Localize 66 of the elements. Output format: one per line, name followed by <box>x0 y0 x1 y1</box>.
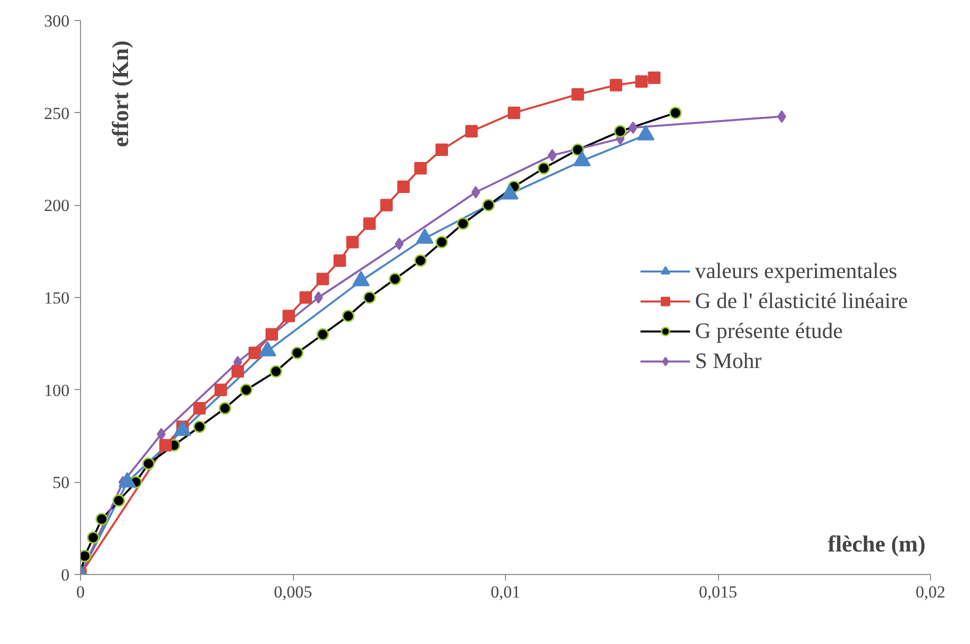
y-tick-label: 200 <box>44 196 70 216</box>
x-tick-label: 0,01 <box>490 582 520 602</box>
point <box>777 110 786 123</box>
x-tick-label: 0,015 <box>698 582 738 602</box>
y-tick-label: 50 <box>52 473 70 492</box>
point <box>414 162 427 174</box>
point <box>346 236 359 248</box>
point <box>508 106 520 120</box>
point <box>218 402 232 415</box>
point <box>414 254 427 267</box>
point <box>291 346 304 360</box>
point <box>538 162 550 174</box>
point <box>270 365 282 378</box>
x-axis-title: flèche (m) <box>828 532 926 556</box>
point <box>342 310 354 322</box>
x-tick-label: 0,005 <box>274 582 312 602</box>
point <box>363 291 376 304</box>
point <box>156 428 166 440</box>
point <box>282 310 295 322</box>
point <box>232 365 244 378</box>
point <box>482 198 495 212</box>
y-tick-label: 0 <box>61 566 70 584</box>
point <box>635 75 648 88</box>
y-tick-label: 100 <box>44 380 70 400</box>
point <box>334 254 346 267</box>
point <box>112 494 125 507</box>
y-tick-label: 250 <box>44 104 70 123</box>
point <box>214 384 227 396</box>
legend-label: G présente étude <box>695 318 843 344</box>
point <box>380 198 393 212</box>
legend-label: S Mohr <box>695 348 762 374</box>
point <box>436 144 448 156</box>
point <box>436 236 448 248</box>
y-axis-title: effort (Kn) <box>108 40 133 148</box>
x-tick-label: 0,02 <box>916 582 946 602</box>
point <box>316 272 329 286</box>
point <box>159 438 172 452</box>
point <box>669 106 682 120</box>
point <box>465 125 478 138</box>
point <box>193 402 206 415</box>
point <box>87 531 100 544</box>
point <box>572 88 584 101</box>
point <box>388 272 402 286</box>
point <box>471 186 480 198</box>
point <box>266 328 278 341</box>
legend-label: G de l' élasticité linéaire <box>695 288 908 314</box>
point <box>300 291 312 304</box>
legend-label: valeurs experimentales <box>695 258 898 284</box>
point <box>456 217 470 230</box>
point <box>142 457 155 470</box>
point <box>248 346 261 360</box>
point <box>610 78 622 92</box>
y-tick-label: 300 <box>44 12 70 30</box>
point <box>96 512 108 526</box>
y-tick-label: 150 <box>44 288 70 308</box>
point <box>614 125 626 138</box>
point <box>394 238 404 250</box>
point <box>548 149 557 162</box>
point <box>193 420 206 434</box>
x-tick-label: 0 <box>76 582 85 602</box>
point <box>397 180 410 193</box>
point <box>648 71 660 84</box>
point <box>572 144 584 156</box>
point <box>363 217 376 230</box>
point <box>316 328 329 341</box>
point <box>240 384 252 396</box>
